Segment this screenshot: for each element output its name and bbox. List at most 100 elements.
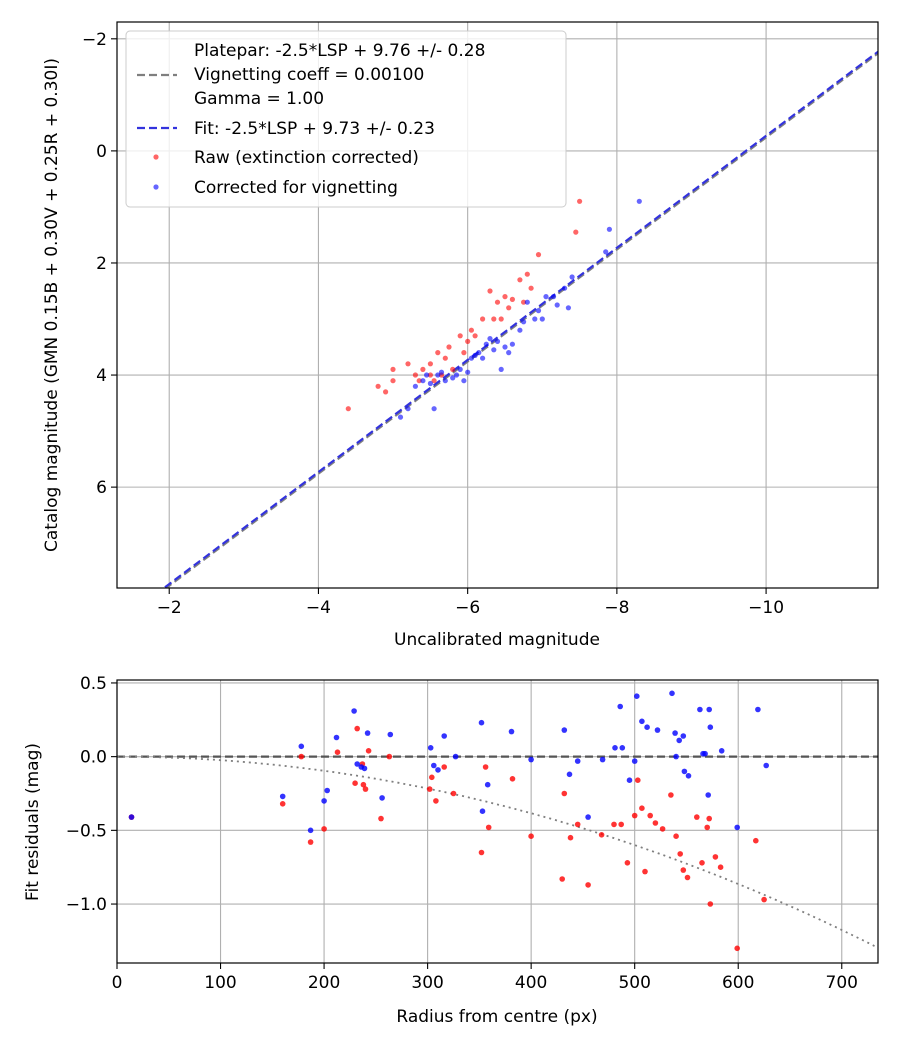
bottom-corrected-point xyxy=(734,824,740,831)
bottom-raw-point xyxy=(450,790,457,797)
bottom-raw-point xyxy=(426,786,433,792)
top-corrected-point xyxy=(487,336,493,342)
top-corrected-point xyxy=(554,302,560,308)
bottom-raw-point xyxy=(429,774,435,781)
bottom-corrected-point xyxy=(763,762,769,769)
top-corrected-point xyxy=(483,341,489,347)
bottom-raw-point xyxy=(668,792,674,798)
top-corrected-point xyxy=(498,366,504,372)
bottom-corrected-point xyxy=(697,706,703,713)
top-corrected-point xyxy=(420,378,426,384)
top-raw-point xyxy=(412,372,418,378)
bottom-corrected-point xyxy=(528,756,534,763)
bottom-corrected-point xyxy=(631,758,638,764)
bottom-corrected-point xyxy=(673,753,679,760)
top-corrected-point xyxy=(494,338,501,344)
bottom-raw-point xyxy=(307,839,314,845)
top-corrected-point xyxy=(521,319,527,325)
top-corrected-point xyxy=(543,294,549,300)
bottom-raw-point xyxy=(706,815,712,822)
bottom-raw-point xyxy=(298,753,305,760)
bottom-raw-point xyxy=(574,821,581,828)
bottom-corrected-point xyxy=(755,706,761,713)
top-raw-point xyxy=(420,366,426,372)
top-raw-point xyxy=(427,372,433,378)
bottom-x-tick-label: 700 xyxy=(826,973,858,993)
top-y-tick-label: −2 xyxy=(82,30,107,50)
bottom-raw-point xyxy=(567,834,574,841)
bottom-corrected-point xyxy=(427,745,434,751)
bottom-corrected-point xyxy=(669,690,675,697)
top-y-axis-label: Catalog magnitude (GMN 0.15B + 0.30V + 0… xyxy=(42,58,62,552)
top-corrected-point xyxy=(438,369,445,375)
top-y-tick-label: 0 xyxy=(96,142,107,162)
bottom-corrected-point xyxy=(351,708,357,714)
bottom-corrected-point xyxy=(307,827,314,834)
bottom-corrected-point xyxy=(379,795,385,801)
bottom-raw-point xyxy=(707,901,714,907)
bottom-raw-point xyxy=(684,874,691,881)
top-x-axis-label: Uncalibrated magnitude xyxy=(394,630,600,650)
bottom-raw-point xyxy=(611,821,617,828)
top-corrected-point xyxy=(424,372,430,378)
top-corrected-point xyxy=(405,406,411,412)
top-raw-point xyxy=(524,271,530,277)
top-corrected-point xyxy=(539,316,545,322)
bottom-raw-point xyxy=(509,776,516,782)
bottom-raw-point xyxy=(677,851,683,857)
bottom-raw-point xyxy=(598,832,605,838)
top-raw-point xyxy=(494,299,501,305)
bottom-corrected-point xyxy=(354,761,361,767)
bottom-x-tick-label: 600 xyxy=(722,973,754,993)
top-corrected-point xyxy=(517,327,523,333)
bottom-corrected-point xyxy=(676,737,682,744)
residuals-plot: 0 100 200 300 400 500 600 700 0.5 0.0 −0.5 −1.0 Rad… xyxy=(23,674,879,1027)
top-scatter-points xyxy=(345,198,642,420)
bottom-raw-point xyxy=(352,780,358,786)
top-corrected-point xyxy=(431,406,437,412)
top-ticks: −2 −4 −6 −8 −10 −2 0 2 4 6 xyxy=(82,30,784,618)
top-raw-point xyxy=(487,288,493,294)
bottom-corrected-point xyxy=(561,727,568,733)
legend-platepar-line1: Platepar: -2.5*LSP + 9.76 +/- 0.28 xyxy=(194,41,485,61)
top-raw-point xyxy=(383,389,389,395)
bottom-corrected-point xyxy=(566,771,573,778)
top-corrected-point xyxy=(397,414,404,420)
legend-fit-label: Fit: -2.5*LSP + 9.73 +/- 0.23 xyxy=(194,119,435,139)
bottom-corrected-point xyxy=(452,753,459,760)
top-fit-line xyxy=(162,50,878,588)
top-corrected-point xyxy=(535,308,542,314)
top-plot-frame xyxy=(116,21,879,589)
top-corrected-point xyxy=(427,380,433,387)
top-x-tick-label: −2 xyxy=(157,598,182,618)
legend-platepar-line2: Vignetting coeff = 0.00100 xyxy=(194,65,424,85)
bottom-corrected-point xyxy=(707,724,714,730)
top-raw-point xyxy=(405,361,411,367)
bottom-raw-point xyxy=(561,790,568,797)
bottom-corrected-point xyxy=(333,734,340,741)
bottom-raw-point xyxy=(673,833,679,839)
bottom-corrected-point xyxy=(478,719,485,726)
bottom-raw-point xyxy=(354,725,361,732)
top-corrected-point xyxy=(412,383,418,389)
legend-corrected-label: Corrected for vignetting xyxy=(194,178,398,198)
top-raw-point xyxy=(517,277,523,283)
calibration-plot: −2 −4 −6 −8 −10 −2 0 2 4 6 Uncalibrated magnitude… xyxy=(42,21,879,650)
bottom-corrected-point xyxy=(672,730,678,736)
bottom-raw-point xyxy=(704,824,710,831)
top-corrected-point xyxy=(636,198,642,204)
bottom-raw-point xyxy=(386,753,393,760)
bottom-corrected-point xyxy=(479,808,486,814)
legend: Platepar: -2.5*LSP + 9.76 +/- 0.28 Vigne… xyxy=(125,30,567,208)
bottom-raw-point xyxy=(585,882,591,888)
top-corrected-point xyxy=(457,366,463,372)
top-corrected-point xyxy=(461,378,467,384)
bottom-y-tick-label: 0.5 xyxy=(80,674,107,694)
bottom-raw-point xyxy=(441,764,448,770)
bottom-y-tick-label: −1.0 xyxy=(66,895,107,915)
top-raw-point xyxy=(390,378,396,384)
bottom-raw-point xyxy=(761,896,767,903)
top-raw-point xyxy=(446,344,452,350)
bottom-ticks: 0 100 200 300 400 500 600 700 0.5 0.0 −0.5 −1.0 xyxy=(66,674,858,993)
